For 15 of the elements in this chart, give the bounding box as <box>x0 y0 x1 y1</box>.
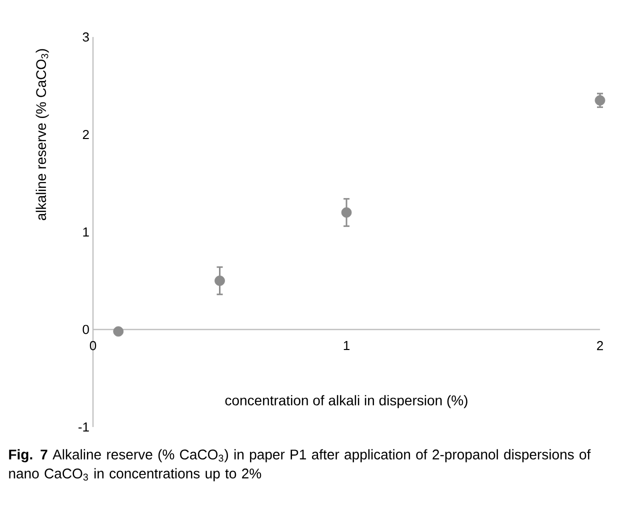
y-tick-label: 3 <box>82 32 89 42</box>
x-tick-label: 0 <box>90 341 96 350</box>
x-tick-label: 2 <box>597 341 603 350</box>
y-tick-label: -1 <box>78 422 89 432</box>
point <box>113 326 124 337</box>
y-axis-title: alkaline reserve (% CaCO$_{3}$) <box>36 49 49 220</box>
y-tick-label: 1 <box>83 228 89 236</box>
y-tick-label: 2 <box>82 130 89 140</box>
x-tick-label: 1 <box>344 341 350 350</box>
y-tick-label: 0 <box>82 324 89 334</box>
point <box>341 207 352 218</box>
x-axis-title: concentration of alkali in dispersion (%) <box>225 395 468 408</box>
point <box>214 276 225 286</box>
text: Fig. 7 Alkaline reserve (% CaCO$_{3}$) in paper P1 after application of 2-propanol dispersions of nano CaCO$_{3}$ in concentrations up to 2% <box>9 449 591 482</box>
point <box>594 95 606 106</box>
